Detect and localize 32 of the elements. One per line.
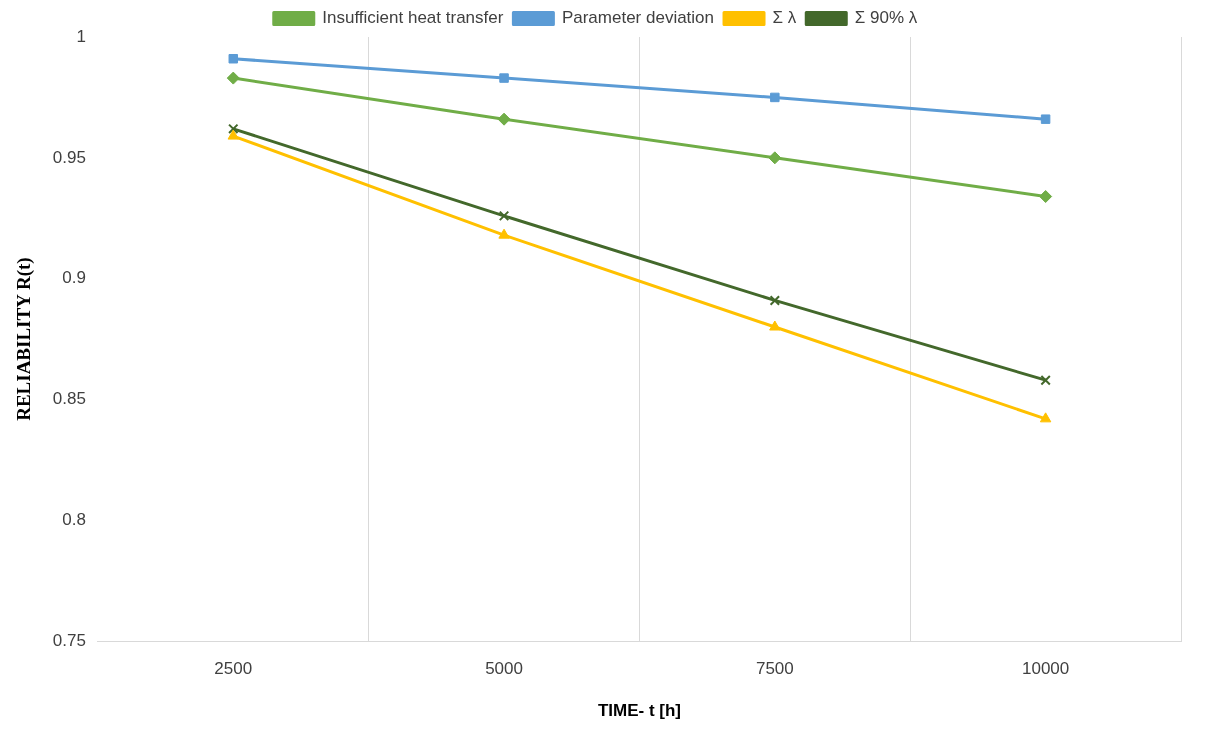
legend-label: Insufficient heat transfer (322, 8, 504, 28)
point (228, 123, 239, 135)
point (768, 151, 782, 165)
point (1040, 114, 1051, 124)
point (499, 73, 509, 83)
point (1039, 412, 1052, 423)
y-tick-label: 1 (76, 26, 86, 46)
legend-label: Parameter deviation (561, 8, 715, 28)
x-tick-label: 2500 (214, 659, 253, 679)
point (497, 112, 511, 126)
point (1039, 190, 1053, 204)
point (498, 210, 510, 222)
point (228, 54, 239, 64)
y-tick-label: 0.9 (62, 268, 86, 288)
point (770, 92, 780, 103)
y-tick-label: 0.8 (62, 510, 86, 530)
y-tick-label: 0.85 (52, 389, 86, 409)
point (769, 320, 781, 331)
y-tick-label: 0.75 (52, 630, 86, 650)
point (226, 71, 240, 85)
x-tick-label: 10000 (1021, 659, 1070, 679)
point (227, 129, 239, 140)
legend-label: Σ 90% λ (854, 8, 918, 28)
y-axis-title: RELIABILITY R(t) (13, 257, 36, 421)
legend-label: Σ λ (772, 8, 797, 28)
point (498, 228, 510, 239)
y-tick-label: 0.95 (52, 147, 86, 167)
x-tick-label: 5000 (485, 659, 523, 679)
x-tick-label: 7500 (755, 659, 794, 679)
x-axis-title: TIME- t [h] (597, 701, 681, 721)
point (1040, 374, 1051, 386)
point (769, 295, 781, 306)
